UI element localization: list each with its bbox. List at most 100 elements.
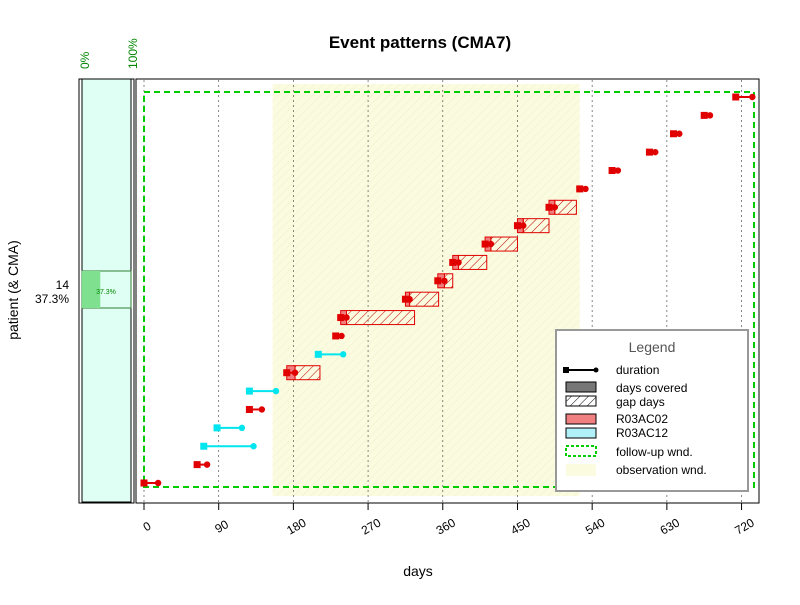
event-end-marker xyxy=(203,461,211,468)
legend-item-r03ac02: R03AC02 xyxy=(565,412,668,426)
observation-window-hatch xyxy=(272,84,580,496)
x-tick-label-180: 180 xyxy=(284,515,309,537)
event-start-marker xyxy=(337,314,345,322)
event-22 xyxy=(732,93,756,101)
legend-label-follow-up: follow-up wnd. xyxy=(616,445,693,459)
legend-item-gap-days: gap days xyxy=(565,395,665,409)
event-3 xyxy=(200,442,257,450)
event-end-marker xyxy=(258,406,266,413)
legend-item-days-covered: days covered xyxy=(565,381,687,395)
event-15 xyxy=(513,218,550,234)
x-axis: 0 90 180 270 360 450 540 630 720 xyxy=(141,503,757,538)
event-9 xyxy=(332,332,345,340)
legend-label-gap-days: gap days xyxy=(616,395,665,409)
event-gap-box xyxy=(490,236,518,252)
event-14 xyxy=(481,236,518,252)
event-2 xyxy=(193,461,211,469)
event-gap-box xyxy=(522,218,550,234)
event-4 xyxy=(213,424,246,432)
event-start-marker xyxy=(213,424,221,432)
legend-item-duration: duration xyxy=(563,363,659,377)
x-tick-label-90: 90 xyxy=(212,517,231,536)
event-gap-box xyxy=(346,310,416,326)
legend-item-observation: observation wnd. xyxy=(566,463,707,477)
follow-up-window xyxy=(143,91,755,488)
event-start-marker xyxy=(608,167,616,175)
event-end-marker xyxy=(455,259,462,266)
event-start-marker xyxy=(732,93,740,101)
x-tick-label-360: 360 xyxy=(434,515,459,537)
legend-item-r03ac12: R03AC12 xyxy=(565,426,668,440)
x-tick-label-0: 0 xyxy=(141,519,154,535)
legend-label-r03ac12: R03AC12 xyxy=(616,426,668,440)
event-start-marker xyxy=(434,277,442,285)
x-tick-label-630: 630 xyxy=(658,515,683,537)
event-16 xyxy=(545,199,577,215)
legend-label-days-covered: days covered xyxy=(616,381,687,395)
legend-label-duration: duration xyxy=(616,363,659,377)
event-13 xyxy=(449,254,488,270)
legend-label-r03ac02: R03AC02 xyxy=(616,412,668,426)
event-end-marker xyxy=(582,185,589,193)
event-end-marker xyxy=(706,112,714,119)
event-end-marker xyxy=(154,479,162,487)
event-start-marker xyxy=(576,185,584,193)
x-tick-label-540: 540 xyxy=(583,515,608,537)
event-start-marker xyxy=(245,405,253,413)
event-start-marker xyxy=(332,332,340,340)
event-11 xyxy=(401,291,440,307)
event-end-marker xyxy=(614,167,622,174)
event-end-marker xyxy=(338,332,345,340)
event-start-marker xyxy=(401,295,409,303)
legend-item-follow-up: follow-up wnd. xyxy=(565,445,693,459)
event-start-marker xyxy=(449,258,457,266)
event-start-marker xyxy=(245,387,253,395)
event-end-marker xyxy=(520,222,527,229)
follow-up-window-layer xyxy=(143,91,755,488)
event-19 xyxy=(645,148,659,156)
observation-window-layer xyxy=(272,84,580,496)
event-end-marker xyxy=(652,148,659,156)
x-tick-label-720: 720 xyxy=(732,515,757,537)
legend-title: Legend xyxy=(629,339,676,355)
event-start-marker xyxy=(513,222,521,230)
event-5 xyxy=(245,405,266,413)
legend-swatch-gap-days xyxy=(565,395,597,407)
event-gap-box xyxy=(409,291,440,307)
legend-swatch-days-covered xyxy=(565,381,597,393)
legend-duration-end-marker xyxy=(593,367,599,373)
chart-title: Event patterns (CMA7) xyxy=(329,33,511,52)
patient-cma-label: 37.3% xyxy=(35,292,69,306)
legend-label-observation: observation wnd. xyxy=(616,463,707,477)
event-12 xyxy=(434,273,454,289)
event-gap-box xyxy=(458,254,488,270)
y-axis-label: patient (& CMA) xyxy=(5,240,21,340)
event-end-marker xyxy=(343,314,350,321)
legend-duration-start-marker xyxy=(563,367,569,373)
event-7 xyxy=(283,365,321,381)
plot-area-frame xyxy=(135,78,760,504)
event-end-marker xyxy=(238,424,246,432)
event-end-marker xyxy=(291,369,299,376)
event-end-marker xyxy=(406,295,413,303)
event-18 xyxy=(608,167,622,175)
event-10 xyxy=(337,310,416,326)
event-end-marker xyxy=(676,130,683,137)
event-21 xyxy=(700,111,714,119)
x-tick-label-450: 450 xyxy=(508,515,533,537)
event-start-marker xyxy=(283,369,291,377)
legend-swatch-observation xyxy=(566,464,596,476)
event-1 xyxy=(140,479,162,487)
event-start-marker xyxy=(140,479,148,487)
cma-bar xyxy=(82,271,101,308)
legend-swatch-follow-up xyxy=(565,445,597,457)
cma-bar-label: 37.3% xyxy=(96,289,116,296)
event-end-marker xyxy=(487,240,495,248)
event-20 xyxy=(669,130,683,138)
legend: Legend duration days covered gap days R0… xyxy=(555,329,749,492)
event-17 xyxy=(576,185,589,193)
event-end-marker xyxy=(441,277,448,285)
event-8 xyxy=(314,350,347,358)
cma-panel: 37.3% 0% 100% xyxy=(78,38,140,504)
